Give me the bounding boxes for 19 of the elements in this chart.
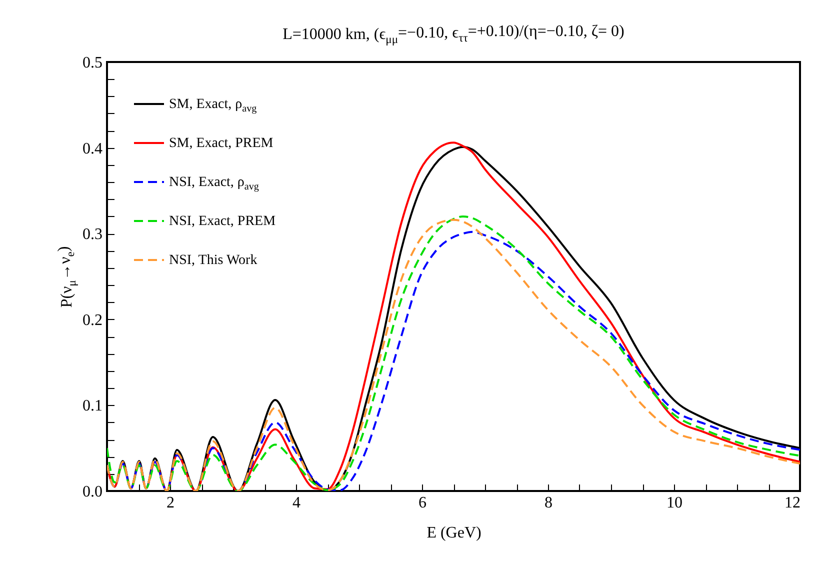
x-tick-label: 6: [418, 494, 426, 512]
x-tick-label: 8: [544, 494, 552, 512]
y-tick-label: 0.1: [82, 398, 102, 415]
y-tick-label: 0.0: [82, 484, 102, 500]
x-axis-title: E (GeV): [426, 524, 482, 542]
legend-label: SM, Exact, PREM: [169, 136, 274, 151]
y-tick-label: 0.5: [82, 54, 102, 72]
x-tick-label: 2: [166, 494, 174, 512]
legend-label: SM, Exact, ρ$_{avg}$: [169, 97, 257, 115]
x-tick-label: 4: [292, 494, 300, 512]
legend-label: NSI, Exact, ρ$_{avg}$: [169, 175, 259, 193]
chart-title: L=10000 km, (ϵ$_{μμ}$=−0.10, ϵ$_{ττ}$=+0.10)/(η=−0.10, ζ= 0): [282, 22, 624, 46]
x-tick-label: 10: [666, 494, 682, 512]
y-tick-label: 0.2: [82, 312, 102, 329]
legend-label: NSI, This Work: [169, 253, 258, 268]
y-tick-label: 0.3: [82, 226, 102, 244]
x-tick-label: 12: [784, 494, 800, 512]
y-tick-label: 0.4: [82, 140, 102, 158]
legend-label: NSI, Exact, PREM: [169, 214, 276, 229]
